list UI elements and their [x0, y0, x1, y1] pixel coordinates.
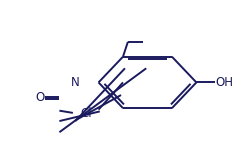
Text: O: O [36, 91, 45, 104]
Text: N: N [71, 76, 80, 89]
Text: Cl: Cl [81, 107, 92, 120]
Text: OH: OH [215, 76, 233, 89]
